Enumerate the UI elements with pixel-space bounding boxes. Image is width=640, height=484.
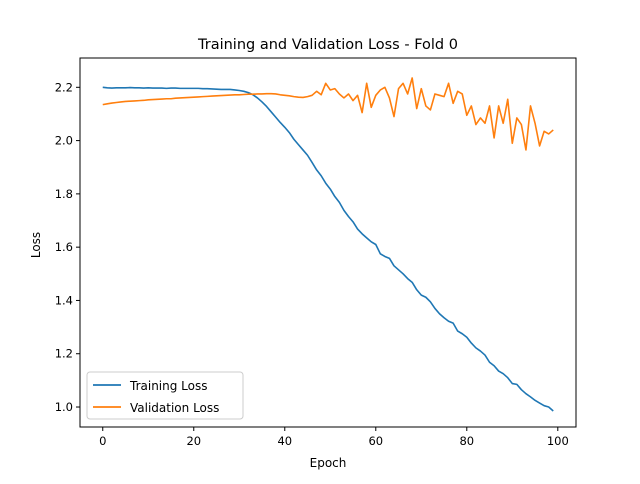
y-axis-label: Loss — [29, 232, 43, 258]
y-tick-label: 2.2 — [55, 80, 73, 94]
legend-box — [86, 371, 244, 420]
legend: Training Loss Validation Loss — [86, 371, 244, 420]
tick-layer: 0 20 40 60 80 100 1.0 1.2 1.4 1.6 1.8 2.0 2.2 — [55, 80, 569, 448]
legend-label-validation: Validation Loss — [130, 401, 219, 415]
x-tick-label: 100 — [547, 434, 569, 448]
series-layer — [102, 77, 554, 412]
x-tick-label: 60 — [368, 434, 383, 448]
legend-label-training: Training Loss — [129, 379, 207, 393]
y-tick-label: 2.0 — [55, 134, 73, 148]
series-line-training — [102, 86, 554, 412]
y-tick-label: 1.6 — [55, 240, 73, 254]
x-tick-label: 0 — [99, 434, 106, 448]
x-tick-label: 20 — [186, 434, 201, 448]
y-tick-label: 1.0 — [55, 400, 73, 414]
x-axis-label: Epoch — [310, 456, 347, 470]
x-tick-label: 40 — [277, 434, 292, 448]
chart-title: Training and Validation Loss - Fold 0 — [197, 37, 458, 53]
y-tick-label: 1.8 — [55, 187, 73, 201]
x-tick-label: 80 — [459, 434, 474, 448]
series-line-validation — [102, 77, 554, 151]
y-tick-label: 1.2 — [55, 347, 73, 361]
plot-frame — [79, 57, 577, 428]
y-tick-label: 1.4 — [55, 293, 73, 307]
